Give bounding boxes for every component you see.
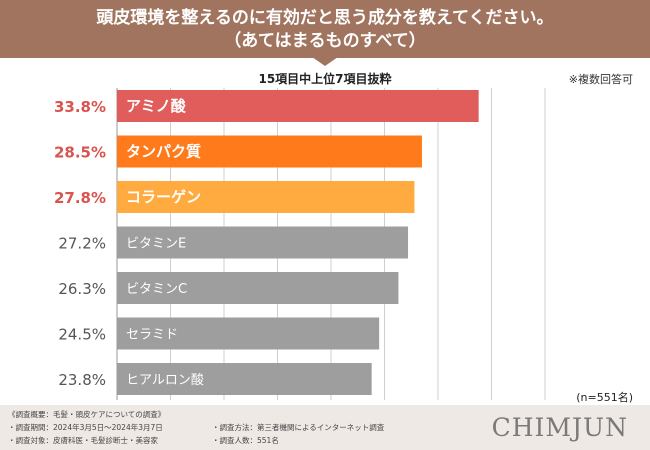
value-label: 23.8% <box>58 371 106 389</box>
bar-3 <box>117 181 415 213</box>
sample-size: (n=551名) <box>576 391 633 404</box>
value-label: 27.8% <box>54 189 106 207</box>
survey-method: ・調査方法：第三者機関によるインターネット調査 <box>212 423 385 432</box>
footer: 《調査概要：毛髪・頭皮ケアについての調査》 ・調査期間：2024年3月5日〜20… <box>0 405 650 450</box>
bar-7 <box>117 363 372 395</box>
bar-4 <box>117 226 409 259</box>
survey-subjects: ・調査対象：皮膚科医・毛髪診断士・美容家 <box>8 436 158 445</box>
question-subtitle: （あてはまるものすべて） <box>224 31 426 51</box>
bar-6 <box>117 317 380 350</box>
question-title: 頭皮環境を整えるのに有効だと思う成分を教えてください。 <box>96 8 554 28</box>
value-label: 33.8% <box>54 98 106 116</box>
header-banner: 頭皮環境を整えるのに有効だと思う成分を教えてください。 （あてはまるものすべて） <box>0 0 650 58</box>
category-label: ビタミンE <box>126 237 186 252</box>
bar-1 <box>117 90 479 122</box>
survey-period: ・調査期間：2024年3月5日〜2024年3月7日 <box>8 423 163 432</box>
value-label: 24.5% <box>58 326 106 344</box>
survey-overview: 《調査概要：毛髪・頭皮ケアについての調査》 <box>8 410 166 419</box>
chart-subtitle: 15項目中上位7項目抜粋 <box>258 72 392 86</box>
category-label: ビタミンC <box>126 282 187 297</box>
brand-logo: CHIMJUN <box>491 413 628 442</box>
category-label: タンパク質 <box>126 143 201 161</box>
category-label: セラミド <box>126 328 178 343</box>
multiple-answer-note: ※複数回答可 <box>568 73 633 86</box>
value-label: 27.2% <box>58 235 106 253</box>
bar-2 <box>117 135 422 168</box>
category-label: コラーゲン <box>126 188 201 206</box>
bar-5 <box>117 272 399 304</box>
category-label: ヒアルロン酸 <box>126 373 204 388</box>
category-label: アミノ酸 <box>126 97 187 115</box>
value-label: 26.3% <box>58 280 106 298</box>
value-label: 28.5% <box>54 144 106 162</box>
bar-chart: アミノ酸 33.8% タンパク質 28.5% コラーゲン 27.8% ビタミンE 27.2% ビ… <box>54 88 546 400</box>
header-pointer <box>312 57 338 66</box>
survey-count: ・調査人数：551名 <box>212 436 279 445</box>
